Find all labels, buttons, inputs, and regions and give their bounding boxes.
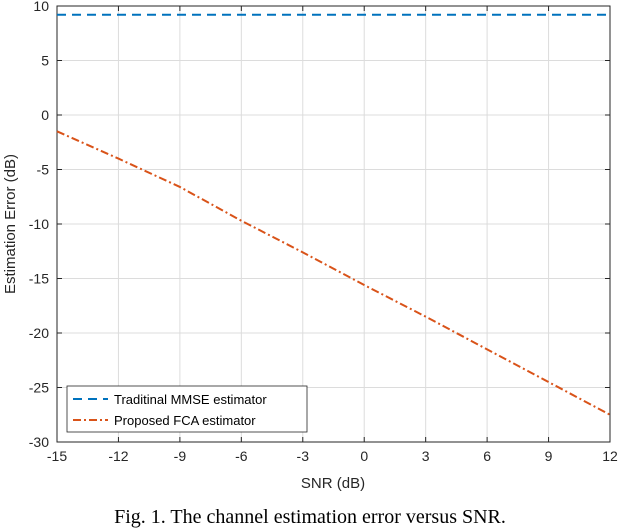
- x-tick-label: 9: [545, 448, 553, 464]
- x-tick-label: -3: [297, 448, 310, 464]
- y-tick-label: -10: [29, 216, 49, 232]
- grid: [57, 6, 610, 442]
- figure-caption: Fig. 1. The channel estimation error ver…: [0, 506, 620, 529]
- y-axis-label: Estimation Error (dB): [2, 154, 19, 294]
- legend-entry: Proposed FCA estimator: [114, 413, 256, 428]
- y-tick-label: -25: [29, 380, 49, 396]
- x-tick-label: -12: [108, 448, 128, 464]
- x-tick-label: 0: [360, 448, 368, 464]
- x-tick-label: -6: [235, 448, 248, 464]
- y-tick-label: 10: [33, 0, 49, 14]
- y-tick-label: -15: [29, 271, 49, 287]
- y-tick-label: 5: [41, 53, 49, 69]
- series-line-1: [57, 131, 610, 414]
- y-tick-label: -20: [29, 325, 49, 341]
- series-lines: [57, 15, 610, 415]
- x-axis-label: SNR (dB): [301, 475, 365, 492]
- x-tick-label: 12: [602, 448, 618, 464]
- legend: Traditinal MMSE estimator Proposed FCA es…: [67, 386, 307, 432]
- x-tick-label: 6: [483, 448, 491, 464]
- x-tick-label: -15: [47, 448, 67, 464]
- legend-entry: Traditinal MMSE estimator: [114, 392, 267, 407]
- y-tick-label: 0: [41, 107, 49, 123]
- x-tick-label: -9: [174, 448, 187, 464]
- y-tick-label: -30: [29, 434, 49, 450]
- x-tick-label: 3: [422, 448, 430, 464]
- y-tick-label: -5: [37, 162, 50, 178]
